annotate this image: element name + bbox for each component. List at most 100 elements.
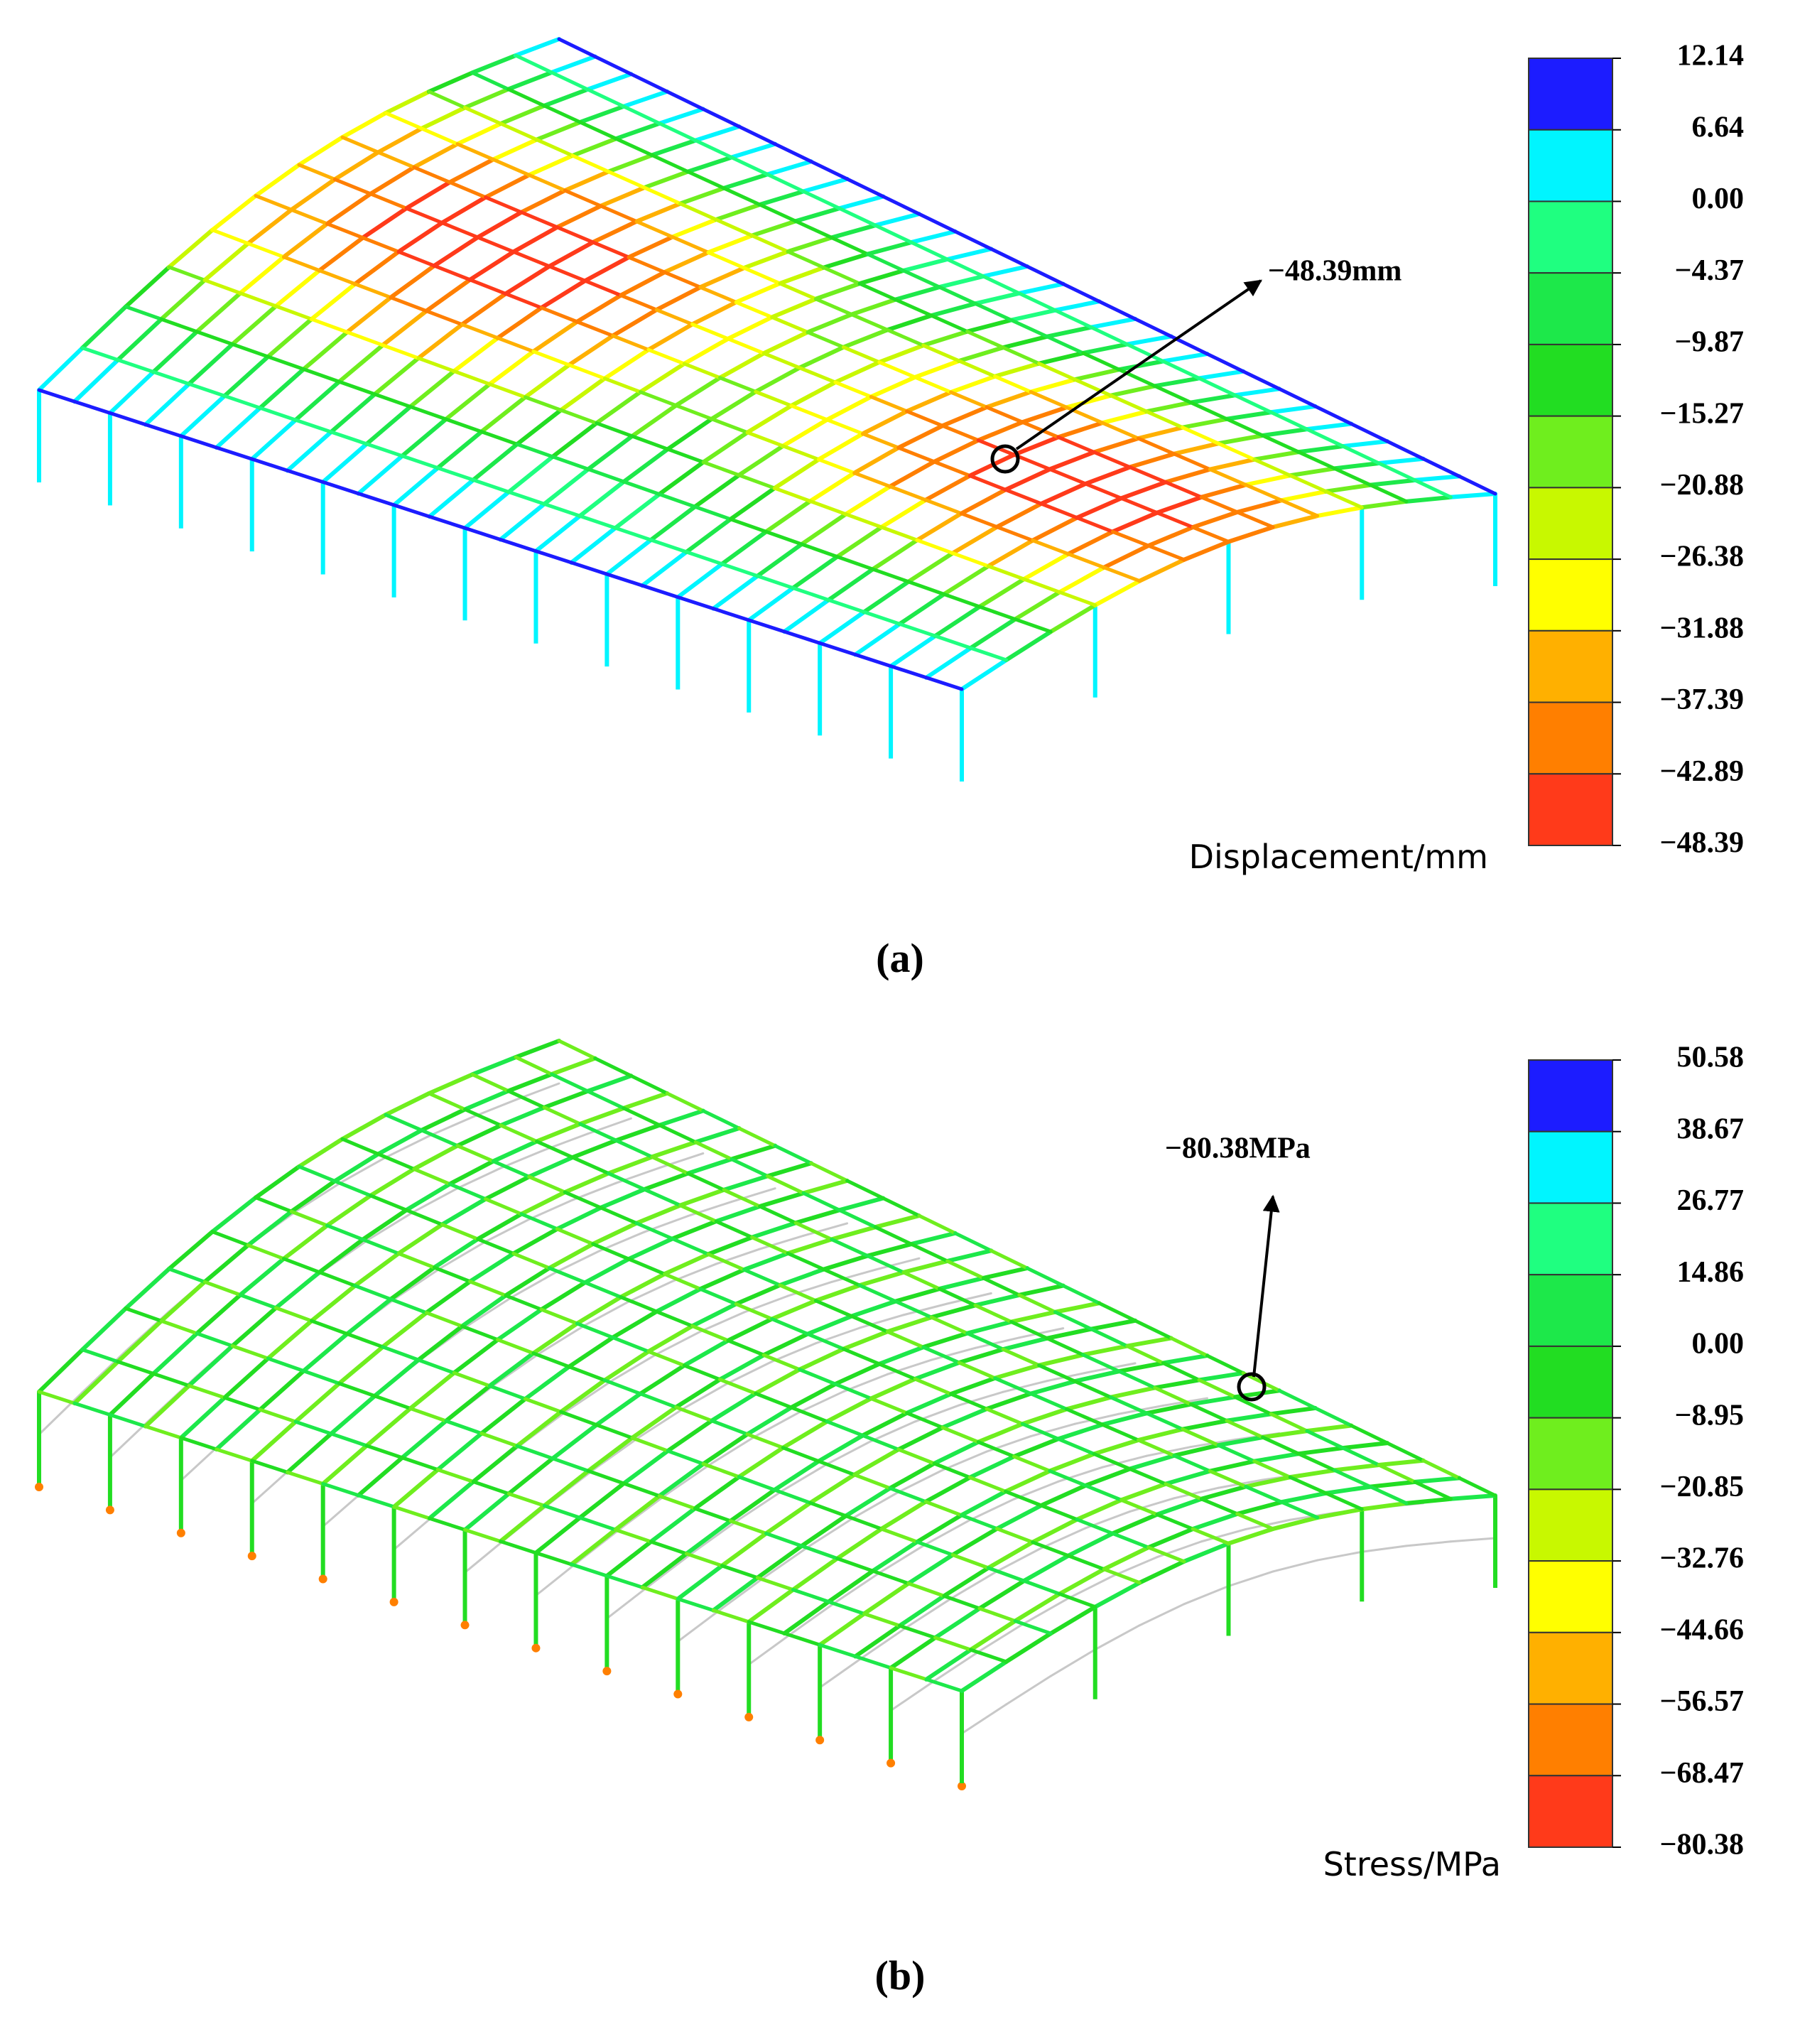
member bbox=[289, 207, 330, 226]
member bbox=[585, 1089, 626, 1110]
member bbox=[570, 1155, 611, 1176]
member bbox=[321, 1482, 361, 1498]
member bbox=[1241, 369, 1281, 391]
member bbox=[1153, 1385, 1193, 1407]
member bbox=[1216, 1434, 1265, 1448]
member bbox=[542, 104, 582, 124]
member bbox=[567, 333, 615, 367]
member bbox=[861, 1433, 901, 1451]
member bbox=[945, 257, 985, 279]
member bbox=[435, 1431, 484, 1472]
member bbox=[456, 1167, 502, 1190]
member bbox=[957, 1361, 997, 1380]
member bbox=[853, 1491, 900, 1519]
member bbox=[622, 104, 662, 126]
member bbox=[665, 1091, 705, 1113]
member bbox=[266, 1356, 305, 1373]
member bbox=[1016, 281, 1066, 296]
member bbox=[865, 252, 906, 273]
member bbox=[967, 474, 1008, 492]
member bbox=[557, 1039, 597, 1061]
member bbox=[693, 472, 742, 509]
member bbox=[37, 345, 85, 392]
member bbox=[1066, 1531, 1115, 1558]
member bbox=[1009, 1320, 1049, 1341]
member bbox=[1097, 299, 1137, 321]
member bbox=[391, 1467, 440, 1509]
member bbox=[475, 210, 524, 240]
member bbox=[1100, 421, 1140, 440]
member bbox=[1089, 325, 1129, 347]
member bbox=[249, 418, 298, 462]
member bbox=[72, 357, 121, 404]
member bbox=[1155, 511, 1195, 529]
member bbox=[254, 1164, 301, 1200]
member bbox=[1039, 481, 1088, 506]
member bbox=[1013, 617, 1053, 634]
member bbox=[825, 1396, 874, 1424]
caption: (a) bbox=[876, 935, 924, 981]
member bbox=[462, 1491, 511, 1532]
member bbox=[1089, 1318, 1138, 1331]
member bbox=[605, 1583, 652, 1620]
member bbox=[542, 467, 591, 507]
member bbox=[929, 1303, 977, 1320]
member bbox=[896, 1425, 945, 1452]
member bbox=[511, 1251, 551, 1270]
member bbox=[159, 317, 199, 334]
member bbox=[1146, 1545, 1186, 1564]
member bbox=[649, 138, 698, 158]
member bbox=[917, 212, 958, 234]
member bbox=[627, 1236, 675, 1262]
member bbox=[737, 124, 777, 146]
member bbox=[297, 1164, 337, 1183]
member bbox=[551, 455, 590, 471]
member bbox=[650, 153, 690, 174]
member bbox=[249, 1420, 298, 1464]
member bbox=[1316, 1550, 1363, 1562]
member bbox=[151, 1372, 191, 1388]
member bbox=[1065, 1407, 1105, 1427]
member bbox=[116, 1319, 164, 1364]
member bbox=[627, 234, 675, 260]
member bbox=[1004, 629, 1053, 662]
member bbox=[630, 434, 670, 451]
member bbox=[734, 1282, 782, 1307]
member bbox=[595, 1423, 634, 1440]
member bbox=[440, 1223, 480, 1241]
member bbox=[1001, 334, 1050, 350]
member bbox=[761, 1331, 810, 1358]
member bbox=[547, 1266, 587, 1285]
member bbox=[781, 1446, 820, 1464]
member bbox=[364, 1444, 404, 1460]
member bbox=[286, 1470, 325, 1486]
member bbox=[448, 157, 496, 185]
member bbox=[1197, 1378, 1237, 1399]
member bbox=[806, 312, 854, 335]
member bbox=[666, 447, 705, 464]
member bbox=[368, 1167, 416, 1198]
member bbox=[622, 1106, 662, 1128]
member bbox=[642, 185, 683, 206]
member bbox=[646, 1349, 686, 1368]
member bbox=[737, 1126, 777, 1148]
member bbox=[693, 139, 734, 160]
member bbox=[642, 1171, 690, 1192]
member bbox=[614, 121, 662, 141]
member bbox=[578, 514, 617, 530]
member bbox=[786, 1237, 834, 1256]
member bbox=[986, 1540, 1035, 1570]
member bbox=[618, 1272, 667, 1299]
member bbox=[337, 1344, 385, 1386]
member bbox=[634, 220, 675, 239]
member bbox=[1080, 342, 1129, 355]
member bbox=[318, 269, 357, 286]
member bbox=[862, 610, 902, 626]
member bbox=[1154, 1496, 1204, 1517]
member bbox=[701, 430, 750, 465]
member bbox=[332, 1179, 373, 1198]
member bbox=[584, 1300, 630, 1326]
member bbox=[281, 221, 330, 259]
member bbox=[898, 622, 938, 638]
member bbox=[1421, 457, 1461, 478]
